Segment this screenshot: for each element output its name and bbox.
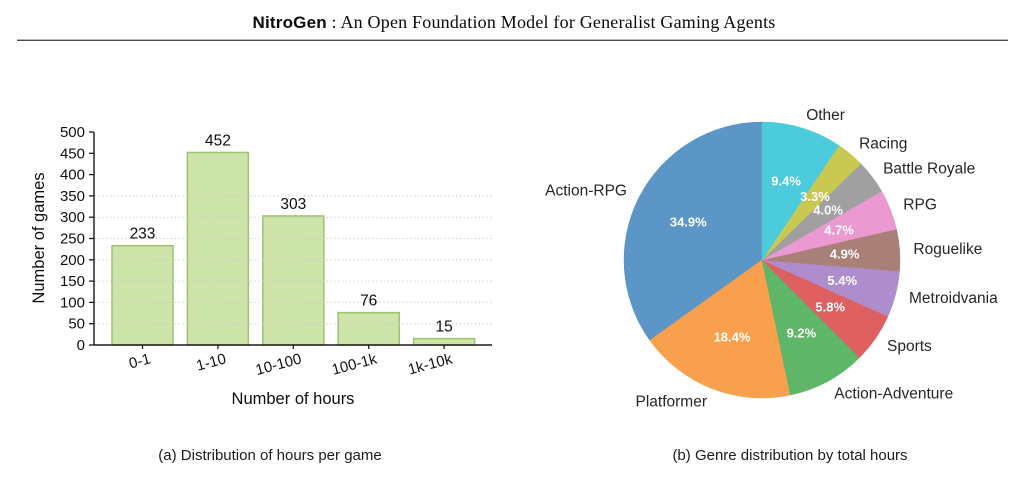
pie-category-label: Action-Adventure xyxy=(834,386,953,403)
paper-title-text: : An Open Foundation Model for Generalis… xyxy=(326,12,776,32)
y-tick-label: 350 xyxy=(60,188,85,205)
bar-1k-10k xyxy=(412,337,476,346)
y-axis-title: Number of games xyxy=(30,172,48,303)
bar-value-label: 233 xyxy=(130,226,156,243)
y-tick-label: 400 xyxy=(60,167,85,184)
x-axis-title: Number of hours xyxy=(232,390,355,408)
caption-b: (b) Genre distribution by total hours xyxy=(672,447,908,464)
pie-pct-label: 5.8% xyxy=(815,300,845,315)
y-tick-label: 200 xyxy=(60,252,85,269)
x-tick-label: 10-100 xyxy=(254,350,304,379)
bar-value-label: 76 xyxy=(360,293,377,310)
pie-pct-label: 9.4% xyxy=(771,173,801,188)
y-tick-label: 500 xyxy=(60,124,85,141)
y-tick-label: 300 xyxy=(60,209,85,226)
pie-category-label: RPG xyxy=(903,197,937,214)
pie-pct-label: 4.7% xyxy=(824,222,854,237)
pie-category-label: Battle Royale xyxy=(883,161,975,178)
x-tick-label: 0-1 xyxy=(127,350,152,372)
bar-10-100 xyxy=(262,215,325,346)
pie-pct-label: 5.4% xyxy=(827,273,857,288)
header-rule xyxy=(17,39,1008,41)
bar-value-label: 15 xyxy=(435,319,452,336)
bar-100-1k xyxy=(337,311,400,346)
pie-category-label: Platformer xyxy=(636,394,708,411)
x-tick-label: 100-1k xyxy=(330,350,379,378)
pie-pct-label: 34.9% xyxy=(670,215,707,230)
bar-chart: 0 50 100 150 200 250 300 350 400 450 500 0-1 1-10 10-… xyxy=(30,124,492,408)
pie-category-label: Metroidvania xyxy=(909,290,998,307)
bar-value-label: 452 xyxy=(205,132,231,149)
pie-slice-action-adventure xyxy=(761,259,860,396)
pie-pct-label: 3.3% xyxy=(800,189,830,204)
pie-chart: 34.9% Action-RPG 18.4% Platformer 9.2% Action… xyxy=(545,107,998,411)
y-tick-label: 150 xyxy=(60,273,85,290)
x-tick-label: 1-10 xyxy=(195,350,228,374)
pie-category-label: Action-RPG xyxy=(545,183,627,200)
pie-category-label: Sports xyxy=(887,338,932,355)
y-tick-label: 450 xyxy=(60,145,85,162)
bar-1-10 xyxy=(186,151,250,346)
pie-pct-label: 18.4% xyxy=(714,330,751,345)
bar-0-1 xyxy=(111,244,174,346)
pie-pct-label: 9.2% xyxy=(787,325,817,340)
y-tick-label: 0 xyxy=(77,337,85,354)
pie-pct-label: 4.0% xyxy=(813,203,843,218)
caption-a: (a) Distribution of hours per game xyxy=(158,447,382,464)
y-tick-label: 250 xyxy=(60,231,85,248)
bar-value-label: 303 xyxy=(280,196,306,213)
pie-category-label: Racing xyxy=(859,135,907,152)
y-tick-label: 50 xyxy=(68,316,85,333)
pie-category-label: Roguelike xyxy=(913,241,982,258)
pie-slice-platformer xyxy=(649,259,791,399)
y-tick-label: 100 xyxy=(60,294,85,311)
pie-slice-action-rpg xyxy=(623,121,763,341)
pie-slice-other xyxy=(761,121,840,261)
x-tick-label: 1k-10k xyxy=(406,350,454,378)
paper-title: NitroGen : An Open Foundation Model for … xyxy=(0,12,1028,33)
pie-pct-label: 4.9% xyxy=(830,247,860,262)
pie-category-label: Other xyxy=(806,107,845,124)
brand-name: NitroGen xyxy=(252,13,327,32)
